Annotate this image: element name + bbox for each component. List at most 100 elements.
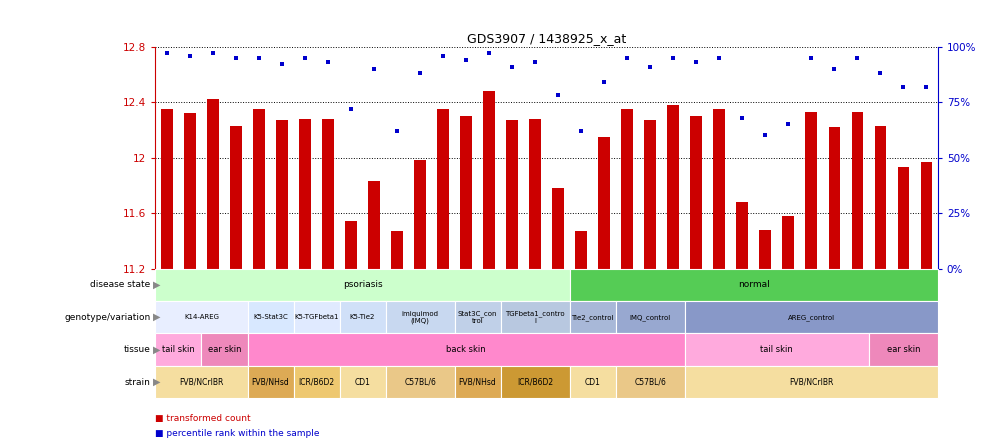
Bar <box>253 109 265 269</box>
Bar <box>340 366 385 398</box>
Bar <box>575 231 586 269</box>
Bar <box>782 216 794 269</box>
Text: FVB/NCrIBR: FVB/NCrIBR <box>789 377 833 387</box>
Bar <box>569 301 615 333</box>
Bar <box>322 119 334 269</box>
Point <box>527 59 543 66</box>
Bar <box>247 301 294 333</box>
Text: normal: normal <box>737 280 769 289</box>
Text: tail skin: tail skin <box>760 345 793 354</box>
Bar <box>345 222 357 269</box>
Text: back skin: back skin <box>446 345 485 354</box>
Bar <box>684 333 868 366</box>
Point <box>181 52 197 59</box>
Point <box>595 79 611 86</box>
Point <box>320 59 336 66</box>
Bar <box>529 119 540 269</box>
Bar <box>897 167 908 269</box>
Point <box>618 54 634 61</box>
Point <box>549 92 565 99</box>
Bar <box>299 119 311 269</box>
Point <box>664 54 680 61</box>
Point <box>412 70 428 77</box>
Bar <box>569 269 937 301</box>
Text: ■ percentile rank within the sample: ■ percentile rank within the sample <box>155 429 320 438</box>
Bar <box>684 301 937 333</box>
Point <box>250 54 267 61</box>
Bar <box>161 109 172 269</box>
Text: tail skin: tail skin <box>162 345 194 354</box>
Text: psoriasis: psoriasis <box>343 280 382 289</box>
Point <box>204 50 220 57</box>
Bar <box>294 366 340 398</box>
Bar <box>851 112 862 269</box>
Bar <box>598 137 609 269</box>
Point <box>366 65 382 72</box>
Text: ▶: ▶ <box>153 377 160 387</box>
Point <box>872 70 888 77</box>
Text: CD1: CD1 <box>584 377 600 387</box>
Bar <box>391 231 403 269</box>
Bar <box>689 116 701 269</box>
Bar <box>201 333 247 366</box>
Bar <box>874 126 885 269</box>
Text: ▶: ▶ <box>153 345 160 355</box>
Bar <box>552 188 563 269</box>
Point <box>826 65 842 72</box>
Bar <box>569 366 615 398</box>
Point <box>918 83 934 90</box>
Bar <box>615 366 684 398</box>
Text: imiquimod
(IMQ): imiquimod (IMQ) <box>401 311 438 324</box>
Bar <box>615 301 684 333</box>
Bar <box>230 126 241 269</box>
Point <box>780 121 796 128</box>
Bar <box>247 366 294 398</box>
Text: K5-Stat3C: K5-Stat3C <box>253 314 288 320</box>
Title: GDS3907 / 1438925_x_at: GDS3907 / 1438925_x_at <box>467 32 625 45</box>
Text: ear skin: ear skin <box>207 345 241 354</box>
Point <box>435 52 451 59</box>
Text: tissue: tissue <box>123 345 150 354</box>
Text: disease state: disease state <box>90 280 150 289</box>
Text: genotype/variation: genotype/variation <box>64 313 150 322</box>
Bar <box>385 366 454 398</box>
Text: ▶: ▶ <box>153 312 160 322</box>
Text: ■ transformed count: ■ transformed count <box>155 414 250 423</box>
Text: FVB/NHsd: FVB/NHsd <box>252 377 290 387</box>
Text: Stat3C_con
trol: Stat3C_con trol <box>457 311 497 324</box>
Bar <box>207 99 218 269</box>
Bar <box>414 160 426 269</box>
Bar <box>184 113 195 269</box>
Bar <box>340 301 385 333</box>
Bar <box>454 301 500 333</box>
Text: ICR/B6D2: ICR/B6D2 <box>299 377 335 387</box>
Point <box>710 54 726 61</box>
Text: TGFbeta1_contro
l: TGFbeta1_contro l <box>505 311 564 324</box>
Bar <box>368 181 380 269</box>
Bar <box>920 162 931 269</box>
Text: K5-Tie2: K5-Tie2 <box>350 314 375 320</box>
Point <box>895 83 911 90</box>
Point <box>389 127 405 135</box>
Text: C57BL/6: C57BL/6 <box>404 377 436 387</box>
Bar <box>247 333 684 366</box>
Point <box>458 56 474 63</box>
Bar <box>805 112 817 269</box>
Text: ICR/B6D2: ICR/B6D2 <box>517 377 553 387</box>
Bar <box>460 116 471 269</box>
Point <box>849 54 865 61</box>
Text: FVB/NCrIBR: FVB/NCrIBR <box>179 377 223 387</box>
Text: strain: strain <box>124 377 150 387</box>
Point <box>227 54 243 61</box>
Bar <box>155 333 201 366</box>
Text: K14-AREG: K14-AREG <box>183 314 218 320</box>
Point <box>641 63 657 70</box>
Point <box>274 61 290 68</box>
Bar <box>644 120 655 269</box>
Point <box>158 50 174 57</box>
Bar <box>868 333 937 366</box>
Point <box>343 105 359 112</box>
Text: ▶: ▶ <box>153 280 160 290</box>
Text: ear skin: ear skin <box>886 345 919 354</box>
Point <box>297 54 313 61</box>
